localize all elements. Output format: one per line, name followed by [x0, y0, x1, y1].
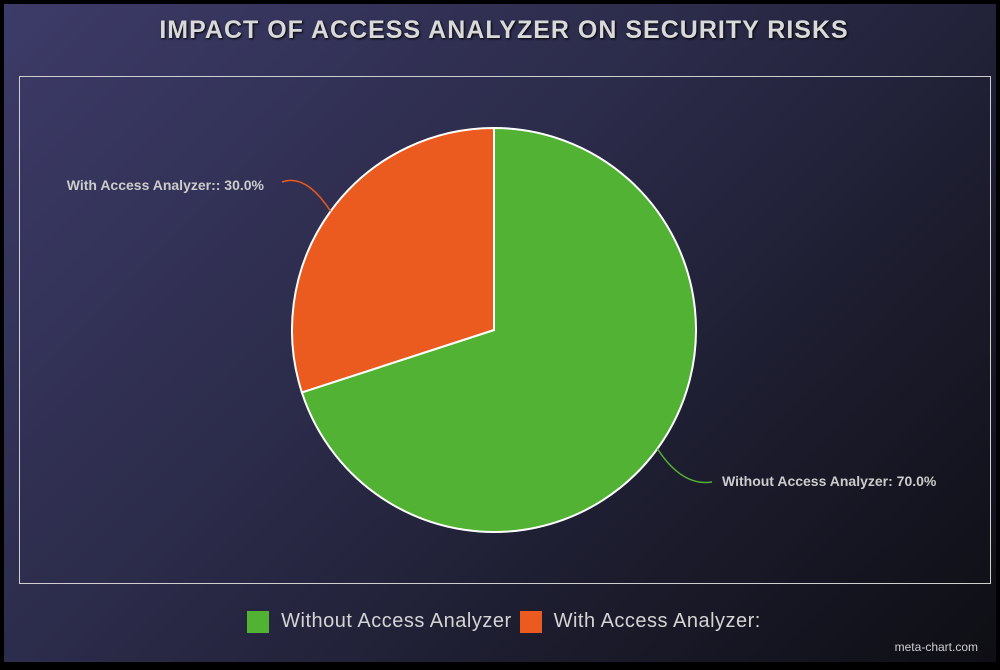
legend-swatch	[247, 610, 270, 633]
legend: Without Access Analyzer With Access Anal…	[4, 610, 1000, 633]
pie-chart: Without Access Analyzer: 70.0% With Acces…	[67, 126, 937, 533]
watermark: meta-chart.com	[894, 640, 978, 654]
legend-label: With Access Analyzer:	[553, 610, 761, 632]
pie-slice-1[interactable]	[291, 126, 495, 394]
legend-item-with[interactable]: With Access Analyzer:	[519, 610, 761, 633]
legend-swatch	[519, 610, 542, 633]
leader-line-1	[281, 179, 332, 212]
leader-line-0	[656, 448, 713, 484]
legend-item-without[interactable]: Without Access Analyzer	[247, 610, 511, 633]
legend-label: Without Access Analyzer	[281, 610, 512, 632]
plot-area	[19, 76, 991, 584]
data-label-1: With Access Analyzer:: 30.0%	[67, 177, 265, 193]
chart-title: IMPACT OF ACCESS ANALYZER ON SECURITY RI…	[159, 16, 849, 44]
data-label-0: Without Access Analyzer: 70.0%	[722, 473, 937, 489]
